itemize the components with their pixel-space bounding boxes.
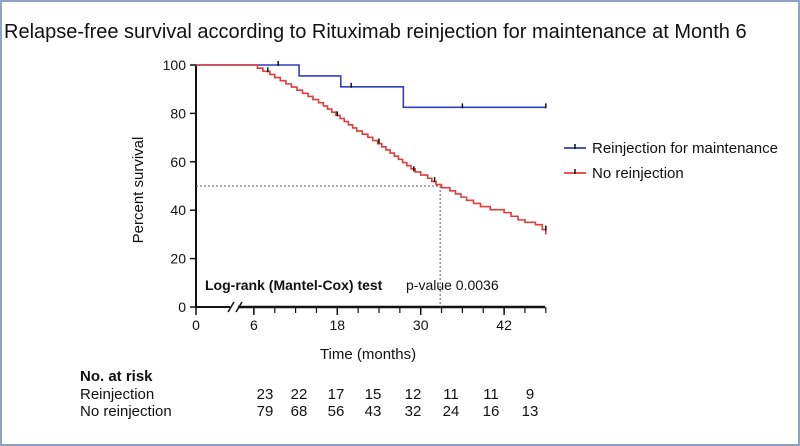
risk-value-no-reinjection: 13 xyxy=(522,403,539,420)
x-tick-label: 6 xyxy=(250,317,258,333)
x-tick-label: 30 xyxy=(413,317,429,333)
axis-break-mark xyxy=(235,301,243,313)
y-tick-label: 80 xyxy=(170,105,186,121)
risk-value-reinjection: 11 xyxy=(443,386,459,403)
risk-value-no-reinjection: 24 xyxy=(443,403,460,420)
risk-value-no-reinjection: 32 xyxy=(405,403,422,420)
y-tick-label: 60 xyxy=(170,154,186,170)
km-curve-no-reinjection xyxy=(196,64,547,235)
risk-value-no-reinjection: 16 xyxy=(483,403,500,420)
legend-label-no-reinjection: No reinjection xyxy=(592,165,684,182)
y-axis-label: Percent survival xyxy=(130,137,147,244)
risk-table-header: No. at risk xyxy=(80,368,153,385)
y-tick-label: 0 xyxy=(178,299,186,315)
km-curve-reinjection xyxy=(196,64,546,109)
risk-value-reinjection: 17 xyxy=(328,386,345,403)
risk-value-no-reinjection: 68 xyxy=(291,403,308,420)
risk-value-reinjection: 9 xyxy=(526,386,534,403)
y-tick-label: 20 xyxy=(170,251,186,267)
chart-title: Relapse-free survival according to Ritux… xyxy=(4,21,747,43)
logrank-p-value: p-value 0.0036 xyxy=(406,277,499,293)
risk-value-no-reinjection: 79 xyxy=(257,403,274,420)
x-tick-label: 0 xyxy=(192,317,200,333)
x-tick-label: 42 xyxy=(496,317,512,333)
risk-row-label-no-reinjection: No reinjection xyxy=(80,403,172,420)
risk-value-no-reinjection: 56 xyxy=(328,403,345,420)
risk-value-reinjection: 22 xyxy=(291,386,308,403)
y-tick-label: 100 xyxy=(163,57,187,73)
risk-value-no-reinjection: 43 xyxy=(365,403,382,420)
risk-value-reinjection: 11 xyxy=(483,386,499,403)
risk-value-reinjection: 12 xyxy=(405,386,422,403)
axis-break-mark xyxy=(227,301,235,313)
x-tick-label: 18 xyxy=(330,317,346,333)
risk-value-reinjection: 15 xyxy=(365,386,382,403)
x-axis-label: Time (months) xyxy=(320,346,416,363)
y-tick-label: 40 xyxy=(170,202,186,218)
risk-row-label-reinjection: Reinjection xyxy=(80,386,154,403)
logrank-test-label: Log-rank (Mantel-Cox) test xyxy=(205,277,383,293)
risk-value-reinjection: 23 xyxy=(257,386,274,403)
legend-label-reinjection: Reinjection for maintenance xyxy=(592,140,778,157)
